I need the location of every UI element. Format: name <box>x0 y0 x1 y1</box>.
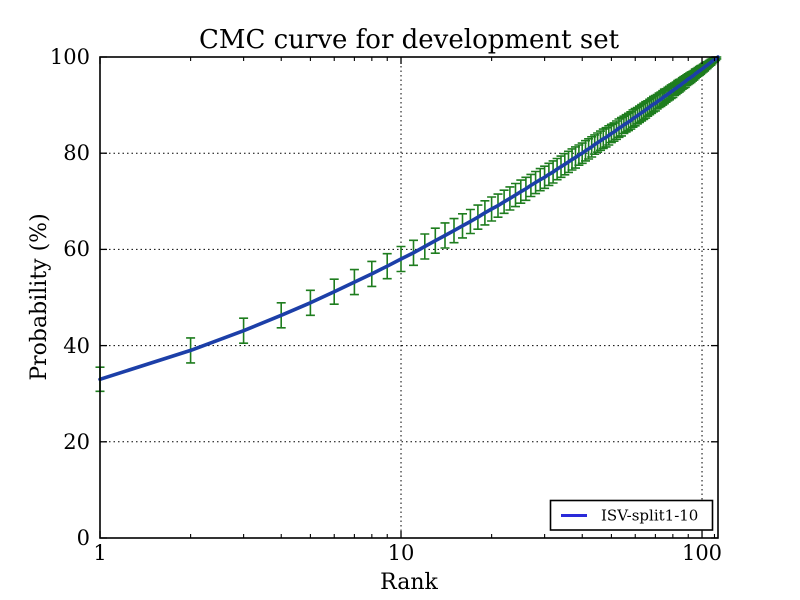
y-tick-label-40: 40 <box>63 334 90 358</box>
curve-layer <box>98 55 720 382</box>
cmc-curve-line <box>98 55 720 382</box>
error-bars-layer <box>95 56 722 393</box>
y-tick-label-20: 20 <box>63 430 90 454</box>
text-layer: CMC curve for development set Rank Proba… <box>27 25 722 595</box>
grid-layer <box>100 57 718 538</box>
y-axis-label: Probability (%) <box>27 213 52 380</box>
x-tick-label-100: 100 <box>682 541 722 565</box>
x-tick-label-10: 10 <box>388 541 415 565</box>
legend: ISV-split1-10 <box>549 499 714 531</box>
y-tick-label-100: 100 <box>50 45 90 69</box>
x-tick-label-1: 1 <box>93 541 106 565</box>
axis-ticks-layer <box>99 56 718 539</box>
y-tick-label-80: 80 <box>63 141 90 165</box>
y-tick-label-60: 60 <box>63 237 90 261</box>
chart-title: CMC curve for development set <box>199 25 620 55</box>
plot-frame <box>99 56 719 539</box>
legend-label: ISV-split1-10 <box>601 507 698 525</box>
x-axis-label: Rank <box>380 570 438 595</box>
y-tick-label-0: 0 <box>77 526 90 550</box>
error-bars <box>95 56 722 393</box>
